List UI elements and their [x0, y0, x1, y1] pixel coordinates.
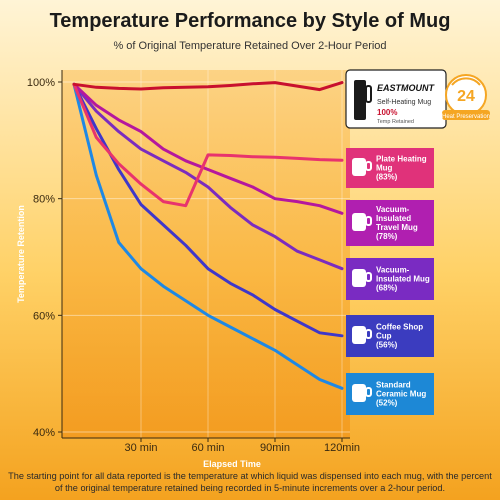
x-axis-title: Elapsed Time: [203, 459, 261, 469]
eastmount-mug-icon: [354, 80, 366, 120]
axes: 100% 80% 60% 40% 30 min 60 min 90min 120min: [27, 70, 360, 454]
eastmount-card: EASTMOUNT Self-Heating Mug 100% Temp Ret…: [345, 69, 447, 129]
eastmount-pct-caption: Temp Retained: [377, 119, 414, 125]
legend-card-label: Coffee Shop: [376, 323, 423, 332]
mug-handle: [365, 387, 372, 397]
legend-card-pct: (56%): [376, 341, 398, 350]
legend-card-label: Travel Mug: [376, 223, 418, 232]
legend-card-label: Vacuum-: [376, 205, 410, 214]
legend-card-vacuum: Vacuum-Insulated Mug(68%): [346, 258, 434, 300]
legend-card-label: Cup: [376, 332, 392, 341]
x-tick-label: 90min: [260, 442, 290, 454]
badge-caption: Heat Preservation: [442, 114, 490, 120]
x-tick-label: 30 min: [124, 442, 157, 454]
legend-card-pct: (83%): [376, 173, 398, 182]
mug-handle: [365, 329, 372, 339]
x-tick-label: 60 min: [191, 442, 224, 454]
sun-icon: [451, 77, 481, 86]
mug-handle: [365, 161, 372, 171]
series-line-ceramic: [72, 82, 344, 390]
x-tick-label: 120min: [324, 442, 360, 454]
y-tick-label: 80%: [33, 194, 55, 206]
mug-icon: [352, 158, 366, 176]
eastmount-pct: 100%: [377, 108, 397, 117]
series-line-travel: [72, 82, 344, 215]
eastmount-name: Self-Heating Mug: [377, 99, 431, 106]
chart-subtitle: % of Original Temperature Retained Over …: [113, 40, 387, 52]
y-tick-label: 100%: [27, 77, 55, 89]
mug-handle: [365, 216, 372, 226]
legend-card-label: Ceramic Mug: [376, 390, 426, 399]
heat-preservation-badge: 24 Heat Preservation: [442, 74, 490, 120]
grid: [62, 70, 350, 438]
legend-card-pct: (68%): [376, 284, 398, 293]
eastmount-brand: EASTMOUNT: [377, 83, 435, 93]
legend-card-label: Vacuum-: [376, 266, 410, 275]
chart-title: Temperature Performance by Style of Mug: [49, 10, 451, 32]
series-line-coffee: [72, 82, 344, 338]
series-line-vacuum: [72, 82, 344, 271]
mug-icon: [352, 269, 366, 287]
mug-icon: [352, 326, 366, 344]
legend-card-label: Insulated Mug: [376, 275, 430, 284]
series-line-eastmount: [72, 81, 344, 92]
mug-handle: [365, 272, 372, 282]
footnote: The starting point for all data reported…: [8, 471, 492, 493]
mug-icon: [352, 384, 366, 402]
y-axis-title: Temperature Retention: [16, 205, 26, 303]
legend-card-label: Insulated: [376, 214, 411, 223]
y-tick-label: 40%: [33, 427, 55, 439]
series-line-plate: [72, 82, 344, 208]
badge-number: 24: [457, 88, 475, 105]
legend-cards: Plate HeatingMug(83%)Vacuum-InsulatedTra…: [346, 148, 434, 415]
legend-card-pct: (52%): [376, 399, 398, 408]
legend-card-label: Mug: [376, 164, 393, 173]
legend-card-label: Plate Heating: [376, 155, 427, 164]
series-lines: [72, 81, 344, 390]
mug-icon: [352, 213, 366, 231]
legend-card-pct: (78%): [376, 232, 398, 241]
y-tick-label: 60%: [33, 310, 55, 322]
legend-card-label: Standard: [376, 381, 411, 390]
